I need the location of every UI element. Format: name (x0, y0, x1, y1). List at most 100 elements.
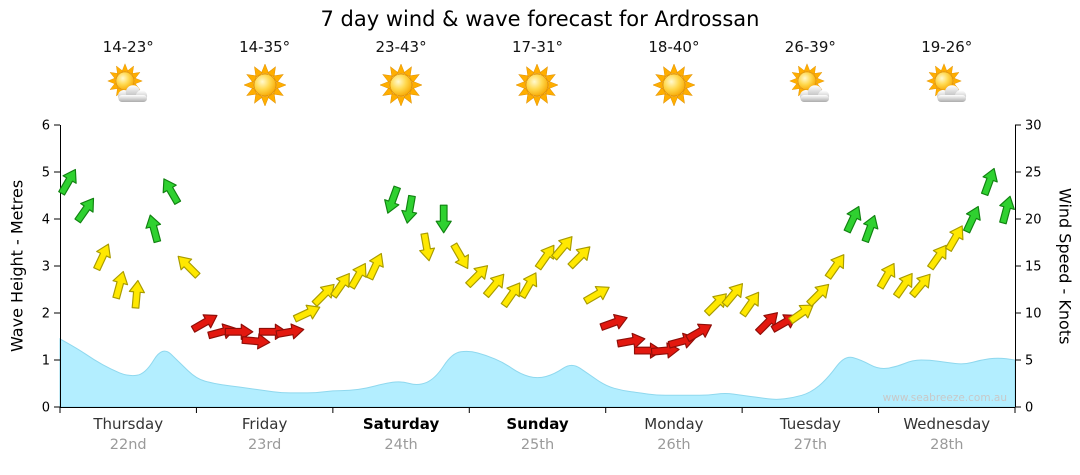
temp-range: 19-26° (921, 38, 973, 56)
right-tick-label: 30 (1025, 119, 1042, 134)
wind-arrow (739, 291, 760, 318)
wind-arrow (980, 167, 998, 197)
day-label: Monday 26th (606, 415, 742, 453)
wind-arrow (685, 323, 713, 343)
wind-arrow (721, 283, 744, 308)
day-name: Sunday (506, 415, 569, 433)
temp-range: 14-35° (239, 38, 291, 56)
day-header: 14-35° (196, 38, 332, 109)
wind-arrow (927, 244, 947, 271)
sunny-icon (333, 61, 469, 109)
wind-arrow (583, 286, 610, 305)
left-tick-label: 3 (42, 260, 50, 275)
wind-arrow (330, 272, 350, 299)
day-header: 23-43° (333, 38, 469, 109)
day-label: Saturday 24th (333, 415, 469, 453)
wind-arrow (128, 279, 145, 309)
wind-arrow (962, 205, 981, 234)
wind-arrow (788, 304, 814, 325)
partly-cloudy-icon (60, 61, 196, 109)
day-label: Tuesday 27th (742, 415, 878, 453)
day-date: 26th (657, 437, 691, 453)
sunny-icon (469, 61, 605, 109)
day-date: 28th (930, 437, 964, 453)
wind-arrow (384, 185, 401, 214)
day-name: Tuesday (779, 415, 841, 433)
temp-range: 23-43° (375, 38, 427, 56)
left-tick-label: 6 (42, 119, 50, 134)
wind-arrow (518, 272, 538, 299)
wind-arrow (567, 246, 591, 270)
wind-arrow (534, 244, 555, 271)
temp-range: 14-23° (102, 38, 154, 56)
watermark: www.seabreeze.com.au (883, 392, 1007, 404)
right-tick-label: 0 (1025, 401, 1033, 416)
sunny-icon (196, 61, 332, 109)
day-date: 27th (793, 437, 828, 453)
left-tick-label: 1 (42, 354, 50, 369)
temp-range: 26-39° (784, 38, 836, 56)
day-header: 17-31° (469, 38, 605, 109)
partly-cloudy-icon (742, 61, 878, 109)
wind-arrow (482, 273, 505, 299)
right-axis-title: Wind Speed - Knots (1055, 187, 1075, 345)
partly-cloudy-icon (879, 61, 1015, 109)
wind-arrow (74, 197, 95, 224)
wind-arrow (876, 262, 896, 290)
wind-arrow (909, 273, 931, 299)
day-name: Monday (644, 415, 704, 433)
day-name: Friday (241, 415, 288, 433)
left-tick-label: 0 (42, 401, 50, 416)
wave-height-area (59, 338, 1016, 408)
wind-arrow (806, 283, 830, 307)
wind-arrow (500, 282, 521, 308)
day-header: 26-39° (742, 38, 878, 109)
day-label: Thursday 22nd (60, 415, 196, 453)
wind-arrow (224, 323, 254, 340)
left-tick-label: 5 (42, 166, 50, 181)
wind-arrow (599, 313, 628, 331)
wind-arrow (824, 254, 845, 280)
temp-range: 18-40° (648, 38, 700, 56)
wind-arrow (348, 262, 367, 290)
wind-arrow (435, 204, 452, 234)
wind-arrow (892, 272, 913, 299)
wind-arrow (551, 236, 573, 261)
wind-arrow (93, 243, 111, 272)
wind-arrow (58, 168, 77, 196)
wind-arrow (703, 293, 727, 317)
temp-range: 17-31° (511, 38, 564, 56)
wind-arrow (292, 304, 321, 323)
left-tick-label: 4 (42, 213, 50, 228)
day-date: 23rd (247, 437, 282, 453)
sunny-icon (606, 61, 742, 109)
chart-title: 7 day wind & wave forecast for Ardrossan (320, 7, 760, 31)
wind-arrow (275, 323, 305, 340)
wind-arrow (162, 178, 182, 205)
right-tick-label: 10 (1025, 307, 1042, 322)
right-tick-label: 5 (1025, 354, 1033, 369)
wind-arrow (190, 314, 218, 333)
right-tick-label: 15 (1025, 260, 1042, 275)
day-label: Wednesday 28th (879, 415, 1015, 453)
wind-arrow (401, 194, 418, 224)
wind-arrow (861, 214, 879, 244)
day-name: Saturday (362, 415, 440, 433)
day-header: 18-40° (606, 38, 742, 109)
day-date: 25th (520, 437, 555, 453)
day-name: Wednesday (903, 415, 991, 433)
day-date: 22nd (109, 437, 147, 453)
wind-arrow (311, 283, 335, 307)
wind-arrow (465, 265, 489, 289)
wind-arrow (177, 255, 201, 279)
day-header: 19-26° (879, 38, 1015, 109)
day-date: 24th (384, 437, 418, 453)
wind-arrow (450, 242, 469, 270)
right-tick-label: 20 (1025, 213, 1042, 228)
day-name: Thursday (93, 415, 164, 433)
right-tick-label: 25 (1025, 166, 1042, 181)
wind-arrow (944, 225, 964, 252)
wind-arrow (145, 214, 162, 244)
